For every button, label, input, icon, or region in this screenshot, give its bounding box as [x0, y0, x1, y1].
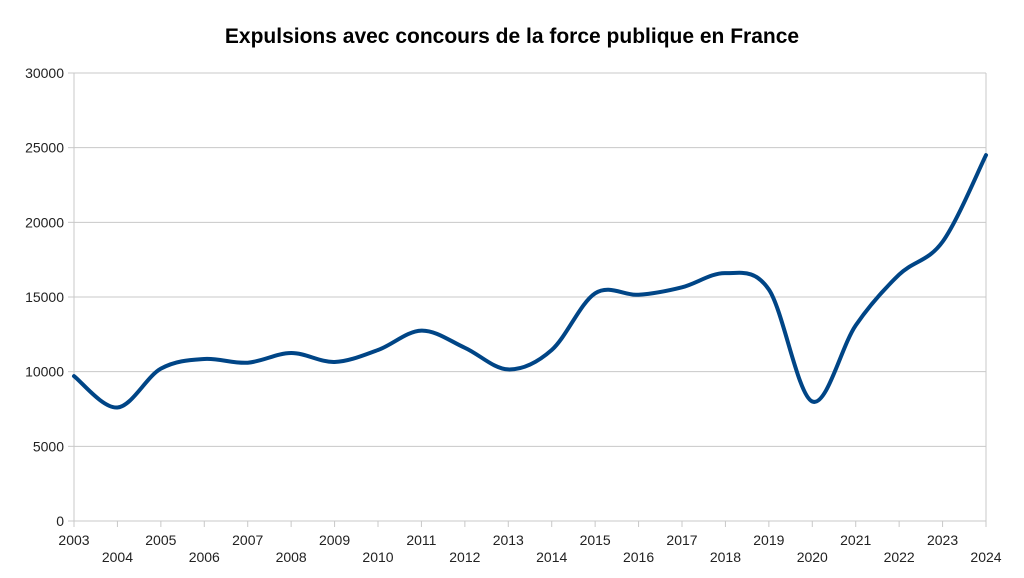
y-tick-label: 10000 — [25, 364, 64, 380]
y-tick-label: 0 — [56, 513, 64, 529]
x-tick-label: 2011 — [406, 532, 436, 548]
y-axis-ticks: 0 5000 10000 15000 20000 25000 30000 — [25, 65, 74, 529]
x-tick-label: 2007 — [232, 532, 263, 548]
x-tick-label: 2010 — [362, 549, 393, 565]
data-point — [202, 357, 206, 361]
data-point — [593, 291, 597, 295]
x-tick-label: 2013 — [493, 532, 524, 548]
x-tick-label: 2024 — [970, 549, 1001, 565]
x-tick-label: 2015 — [580, 532, 611, 548]
data-point — [941, 240, 945, 244]
data-point — [767, 288, 771, 292]
data-point — [680, 285, 684, 289]
x-tick-label: 2009 — [319, 532, 350, 548]
data-point — [463, 346, 467, 350]
data-point — [115, 406, 119, 410]
x-tick-label: 2003 — [58, 532, 89, 548]
data-point — [854, 323, 858, 327]
y-tick-label: 25000 — [25, 140, 64, 156]
data-point — [984, 153, 988, 157]
data-point — [289, 351, 293, 355]
data-point — [246, 361, 250, 365]
data-point — [637, 293, 641, 297]
data-point — [550, 348, 554, 352]
x-tick-label: 2017 — [666, 532, 697, 548]
x-tick-label: 2016 — [623, 549, 654, 565]
x-axis-ticks: 2003 2004 2005 2006 2007 2008 2009 2010 2011 2012… — [58, 521, 1002, 565]
x-tick-label: 2004 — [102, 549, 133, 565]
axes — [73, 73, 987, 527]
x-tick-label: 2006 — [189, 549, 220, 565]
x-tick-label: 2005 — [145, 532, 176, 548]
data-point — [72, 374, 76, 378]
x-tick-label: 2023 — [927, 532, 958, 548]
y-tick-label: 20000 — [25, 214, 64, 230]
data-point — [897, 273, 901, 277]
y-tick-label: 30000 — [25, 65, 64, 81]
y-tick-label: 15000 — [25, 289, 64, 305]
x-tick-label: 2014 — [536, 549, 567, 565]
x-tick-label: 2018 — [710, 549, 741, 565]
x-tick-label: 2008 — [276, 549, 307, 565]
gridlines — [74, 72, 986, 522]
data-point — [419, 329, 423, 333]
x-tick-label: 2012 — [449, 549, 480, 565]
x-tick-label: 2020 — [797, 549, 828, 565]
y-tick-label: 5000 — [33, 438, 64, 454]
chart-title: Expulsions avec concours de la force pub… — [225, 25, 799, 48]
x-tick-label: 2022 — [884, 549, 915, 565]
data-point — [810, 400, 814, 404]
data-point — [159, 367, 163, 371]
series-line — [72, 153, 988, 410]
data-point — [333, 360, 337, 364]
data-point — [376, 348, 380, 352]
x-tick-label: 2021 — [840, 532, 871, 548]
data-point — [723, 271, 727, 275]
data-point — [506, 367, 510, 371]
x-tick-label: 2019 — [753, 532, 784, 548]
series-layer — [72, 153, 988, 410]
